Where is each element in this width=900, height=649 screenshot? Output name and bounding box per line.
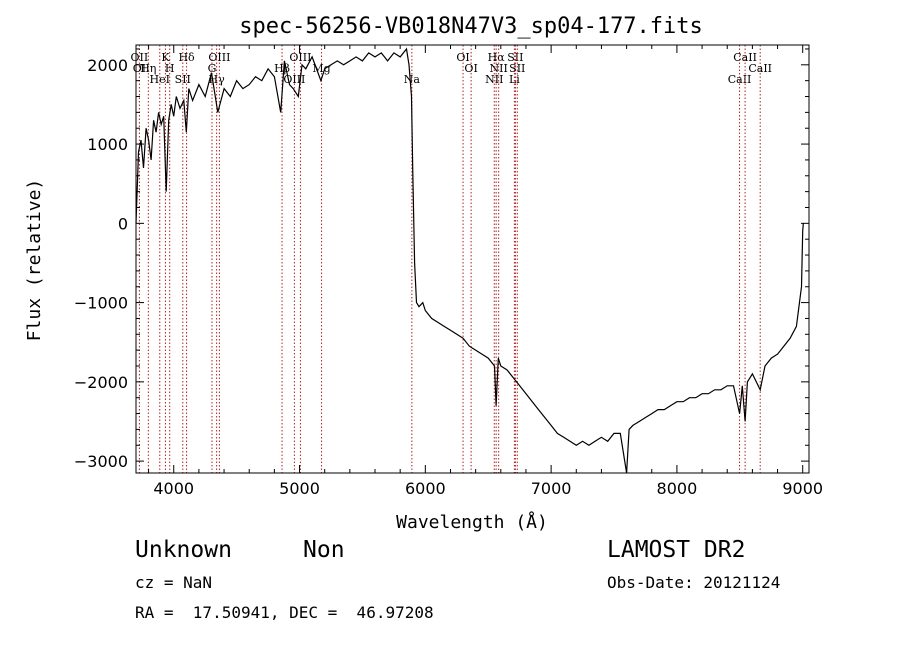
- line-marker-label: SII: [507, 51, 523, 64]
- line-marker-label: SII: [509, 62, 525, 75]
- y-axis: −3000 −2000 −1000 0 1000 2000: [74, 48, 809, 471]
- x-tick-label: 4000: [153, 479, 194, 498]
- line-marker-label: SII: [175, 73, 191, 86]
- object-subclass: Non: [303, 537, 345, 563]
- y-axis-label: Flux (relative): [24, 179, 45, 342]
- redshift-cz: cz = NaN: [135, 573, 213, 592]
- x-tick-label: 8000: [657, 479, 698, 498]
- x-tick-label: 6000: [405, 479, 446, 498]
- line-marker-label: OI: [456, 51, 469, 64]
- line-marker-label: Hβ: [274, 62, 290, 75]
- y-tick-label: 0: [118, 214, 128, 233]
- line-marker-label: OIII: [289, 51, 311, 64]
- x-tick-label: 5000: [279, 479, 320, 498]
- y-tick-label: −2000: [74, 373, 128, 392]
- spectral-line-markers: OIIOIHηHeIKHSIIHδGHγOIIIHβOIIIOIIIMgNaOI…: [131, 45, 772, 473]
- chart-title: spec-56256-VB018N47V3_sp04-177.fits: [239, 14, 703, 39]
- y-tick-label: 1000: [87, 135, 128, 154]
- ra-dec: RA = 17.50941, DEC = 46.97208: [135, 603, 434, 622]
- spectrum-series: [135, 47, 804, 474]
- line-marker-label: HeI: [150, 73, 170, 86]
- line-marker-label: Li: [509, 73, 520, 86]
- line-marker-label: K: [161, 51, 170, 64]
- line-marker-label: CaII: [733, 51, 757, 64]
- line-marker-label: H: [165, 62, 175, 75]
- line-marker-label: Hδ: [178, 51, 195, 64]
- survey-name: LAMOST DR2: [607, 537, 746, 563]
- x-axis-label: Wavelength (Å): [396, 511, 548, 533]
- line-marker-label: G: [208, 62, 217, 75]
- y-tick-label: 2000: [87, 56, 128, 75]
- x-tick-label: 7000: [531, 479, 572, 498]
- line-marker-label: OII: [131, 51, 149, 64]
- line-marker-label: CaII: [728, 73, 752, 86]
- y-tick-label: −3000: [74, 452, 128, 471]
- y-tick-label: −1000: [74, 294, 128, 313]
- x-axis: 4000 5000 6000 7000 8000 9000: [148, 45, 823, 498]
- line-marker-label: Na: [404, 73, 421, 86]
- line-marker-label: Hα: [488, 51, 506, 64]
- line-marker-label: CaII: [748, 62, 772, 75]
- x-tick-label: 9000: [782, 479, 823, 498]
- line-marker-label: NII: [490, 62, 508, 75]
- plot-frame: [135, 44, 810, 474]
- line-marker-label: OIII: [283, 73, 305, 86]
- spectrum-line-0: [135, 47, 804, 474]
- line-marker-label: OIII: [208, 51, 230, 64]
- object-class: Unknown: [135, 537, 232, 563]
- line-marker-label: OI: [464, 62, 477, 75]
- line-marker-label: NII: [485, 73, 503, 86]
- obs-date: Obs-Date: 20121124: [607, 573, 781, 592]
- line-marker-label: Hη: [140, 62, 156, 75]
